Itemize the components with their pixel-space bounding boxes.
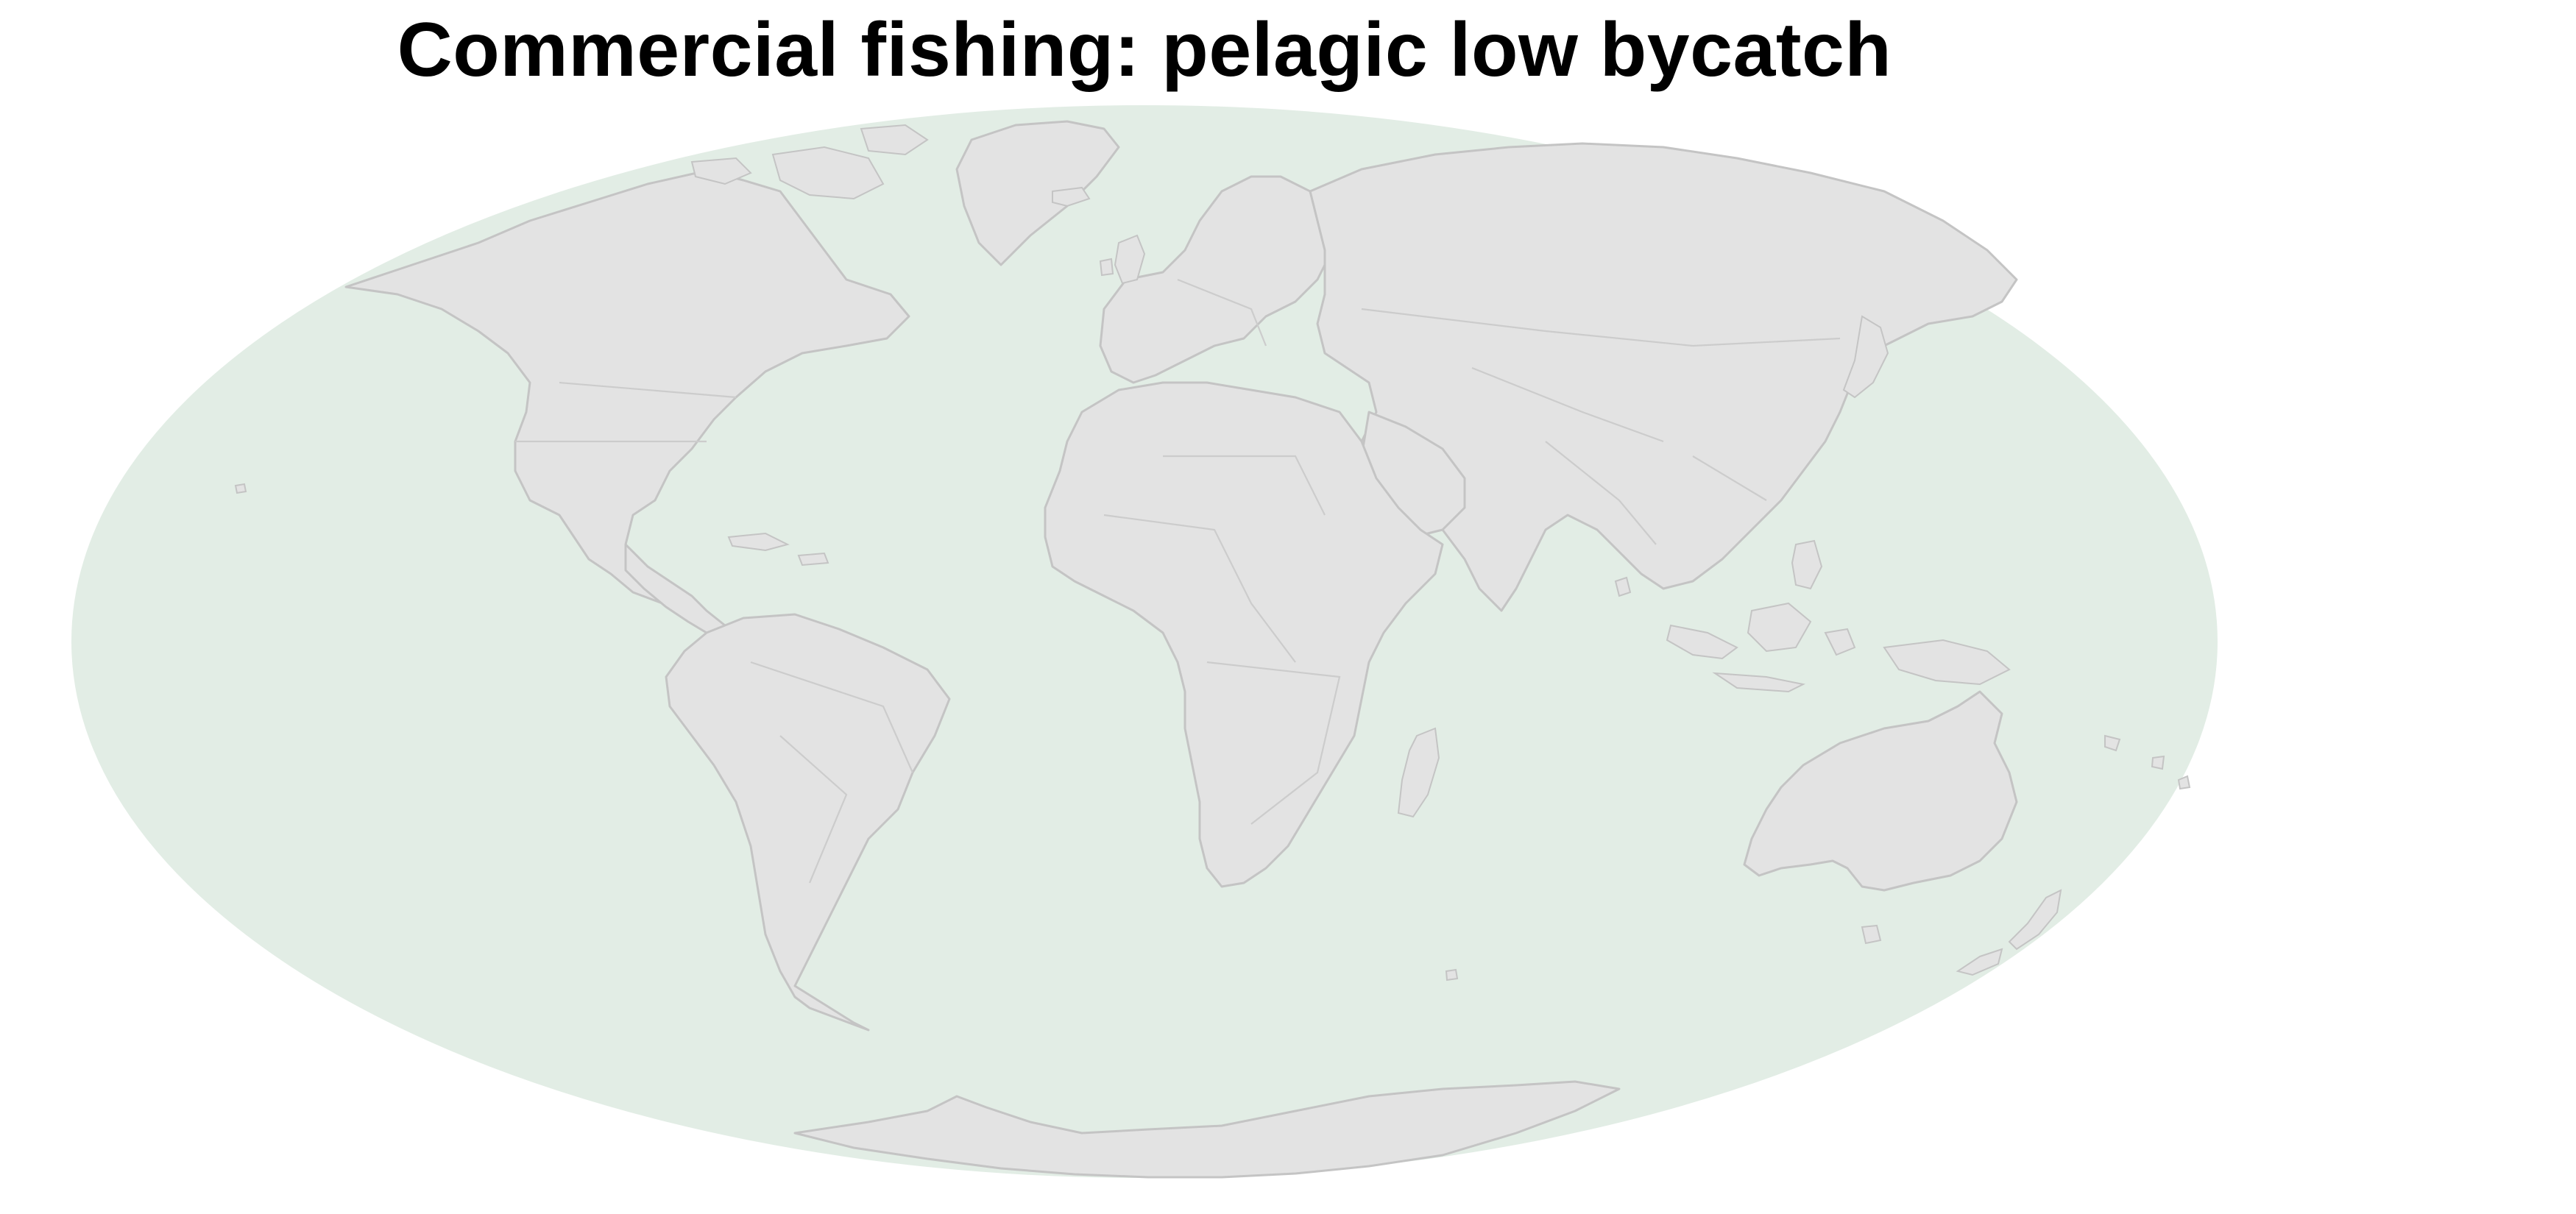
landmass-tasmania	[1861, 924, 1882, 945]
landmass-caribbean	[727, 532, 829, 567]
landmass-north-america	[344, 169, 910, 605]
landmass-south-america	[665, 613, 951, 1032]
landmass-africa	[1044, 381, 1444, 888]
landmass-antarctica	[793, 1080, 1621, 1179]
landmass-new-zealand	[1956, 889, 2062, 976]
landmass-british-isles	[1099, 234, 1146, 285]
landmass-iceland	[1052, 186, 1091, 207]
map-title: Commercial fishing: pelagic low bycatch	[397, 7, 1892, 93]
landmass-indonesia	[1666, 602, 2011, 693]
landmass-arctic-islands	[690, 124, 929, 200]
pacific-islands	[234, 483, 2191, 982]
landmass-philippines	[1791, 539, 1823, 590]
landmass-madagascar	[1397, 727, 1440, 818]
landmass-australia	[1743, 690, 2018, 892]
landmass-japan	[1842, 315, 1889, 399]
country-borders	[515, 278, 1841, 884]
landmass-sri-lanka	[1614, 576, 1632, 597]
